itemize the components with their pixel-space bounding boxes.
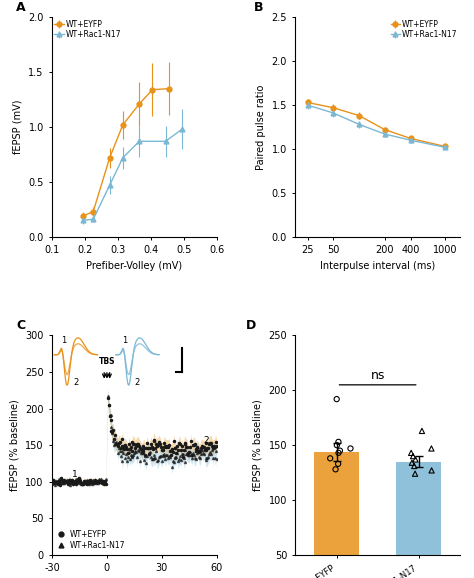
Point — [412, 455, 419, 464]
Point — [327, 454, 334, 463]
Point — [418, 427, 426, 436]
Text: 2: 2 — [73, 378, 78, 387]
Y-axis label: fEPSP (% baseline): fEPSP (% baseline) — [9, 399, 19, 491]
X-axis label: Prefiber-Volley (mV): Prefiber-Volley (mV) — [86, 261, 182, 271]
Y-axis label: Paired pulse ratio: Paired pulse ratio — [256, 84, 266, 170]
Text: 1: 1 — [122, 336, 128, 345]
Text: D: D — [246, 319, 256, 332]
Y-axis label: fEPSP (mV): fEPSP (mV) — [13, 100, 23, 154]
Point — [407, 448, 415, 457]
Legend: WT+EYFP, WT+Rac1-N17: WT+EYFP, WT+Rac1-N17 — [54, 19, 122, 40]
Text: ns: ns — [370, 369, 385, 381]
Bar — [396, 462, 441, 578]
Text: 2: 2 — [135, 378, 140, 387]
Text: TBS: TBS — [99, 357, 115, 366]
X-axis label: Interpulse interval (ms): Interpulse interval (ms) — [320, 261, 435, 271]
Y-axis label: fEPSP (% baseline): fEPSP (% baseline) — [253, 399, 263, 491]
Point — [333, 440, 341, 450]
Text: 2: 2 — [204, 436, 210, 445]
Point — [333, 394, 340, 403]
Text: A: A — [16, 1, 26, 14]
Point — [336, 446, 344, 455]
Point — [346, 444, 354, 453]
Legend: WT+EYFP, WT+Rac1-N17: WT+EYFP, WT+Rac1-N17 — [55, 527, 128, 553]
Point — [332, 465, 339, 474]
Point — [411, 469, 419, 479]
Point — [409, 451, 417, 461]
Point — [428, 444, 435, 453]
Point — [408, 458, 416, 468]
Bar — [314, 452, 359, 578]
Text: 1: 1 — [61, 336, 66, 345]
Text: B: B — [255, 1, 264, 14]
Point — [410, 461, 418, 470]
Point — [335, 448, 342, 457]
Legend: WT+EYFP, WT+Rac1-N17: WT+EYFP, WT+Rac1-N17 — [390, 19, 458, 40]
Text: C: C — [16, 319, 25, 332]
Point — [428, 466, 436, 475]
Point — [334, 459, 342, 468]
Point — [335, 438, 342, 447]
Text: 1: 1 — [72, 470, 78, 479]
